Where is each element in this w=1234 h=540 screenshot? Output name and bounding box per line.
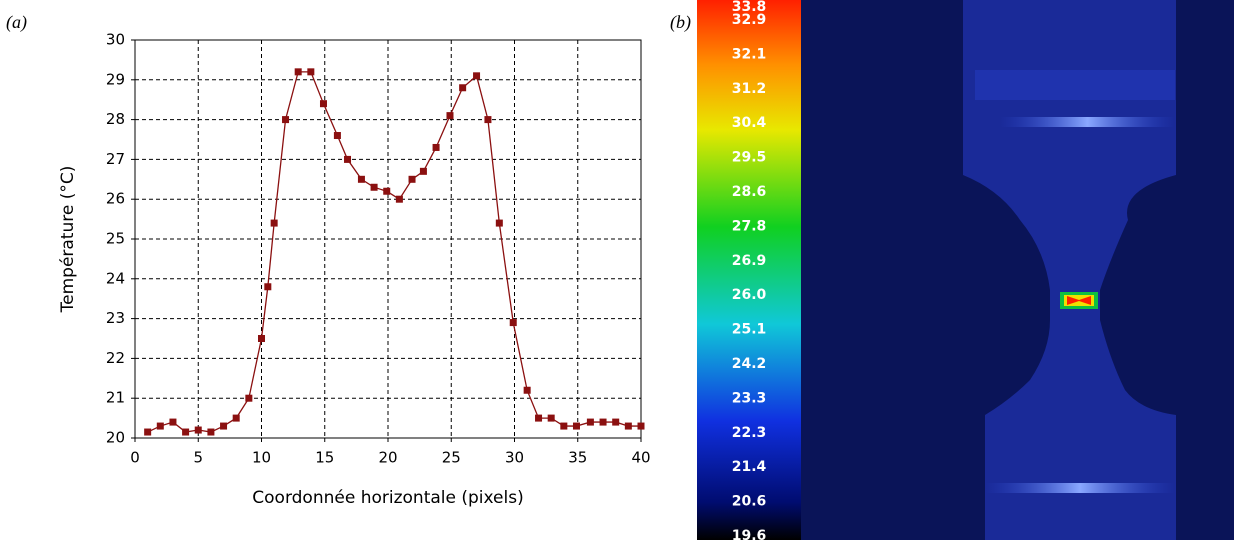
marker [383,187,391,195]
grip-band [975,70,1175,100]
colorbar-label: 26.0 [732,287,767,303]
marker [207,428,215,436]
marker [535,414,543,422]
x-tick-label: 40 [631,449,650,467]
marker [370,183,378,191]
marker [459,84,467,92]
x-tick-label: 10 [252,449,271,467]
y-axis-title: Température (°C) [58,166,78,314]
x-tick-label: 35 [568,449,587,467]
marker [264,283,272,291]
x-tick-label: 25 [442,449,461,467]
marker [270,219,278,227]
colorbar-label: 33.8 [732,0,767,15]
marker [612,418,620,426]
marker [560,422,568,430]
marker [473,72,481,80]
colorbar-label: 19.6 [732,528,767,540]
marker [586,418,594,426]
x-tick-label: 20 [378,449,397,467]
y-tick-label: 21 [106,389,125,407]
colorbar-label: 22.3 [732,425,767,441]
marker [294,68,302,76]
marker [282,116,290,124]
plot-frame [134,39,642,439]
marker [599,418,607,426]
y-tick-label: 23 [106,309,125,327]
marker [523,386,531,394]
marker [169,418,177,426]
marker [624,422,632,430]
marker [194,426,202,434]
y-tick-label: 26 [106,190,125,208]
colorbar-label: 30.4 [732,115,767,131]
marker [156,422,164,430]
colorbar-label: 21.4 [732,459,767,475]
hot-band [1000,117,1175,127]
marker [432,143,440,151]
y-tick-label: 30 [106,31,125,49]
marker [333,132,341,140]
marker [232,414,240,422]
colorbar-label: 20.6 [732,494,767,510]
colorbar-label: 23.3 [732,390,767,406]
y-tick-label: 25 [106,230,125,248]
marker [395,195,403,203]
marker [144,428,152,436]
hot-spot [1067,296,1091,305]
colorbar [697,0,801,540]
specimen [963,0,1176,540]
marker [572,422,580,430]
marker [258,335,265,342]
marker [245,394,253,402]
y-tick-label: 27 [106,150,125,168]
marker [509,319,517,327]
y-tick-label: 28 [106,110,125,128]
marker [495,219,503,227]
y-tick-label: 24 [106,269,125,287]
marker [220,422,228,430]
colorbar-label: 31.2 [732,81,767,97]
colorbar-label: 25.1 [732,322,767,338]
colorbar-label: 27.8 [732,218,767,234]
marker [446,112,454,120]
marker [307,68,315,76]
x-tick-label: 15 [315,449,334,467]
panel-label: (a) [6,12,27,33]
marker [408,175,416,183]
y-tick-label: 20 [106,429,125,447]
thermal-image [697,0,1234,540]
colorbar-label: 28.6 [732,184,767,200]
x-axis-title: Coordonnée horizontale (pixels) [252,488,523,508]
marker [484,116,492,124]
panel-label: (b) [670,12,691,33]
marker [547,414,555,422]
x-tick-label: 0 [130,449,140,467]
marker [319,100,327,108]
hot-band [985,483,1175,493]
marker [637,422,645,430]
colorbar-label: 32.9 [732,12,767,28]
colorbar-label: 29.5 [732,150,767,166]
marker [182,428,190,436]
colorbar-label: 32.1 [732,46,767,62]
colorbar-label: 26.9 [732,253,767,269]
colorbar-label: 24.2 [732,356,767,372]
x-tick-label: 5 [193,449,203,467]
y-tick-label: 29 [106,70,125,88]
y-tick-label: 22 [106,349,125,367]
marker [357,175,365,183]
x-tick-label: 30 [505,449,524,467]
marker [344,155,352,163]
marker [419,167,427,175]
